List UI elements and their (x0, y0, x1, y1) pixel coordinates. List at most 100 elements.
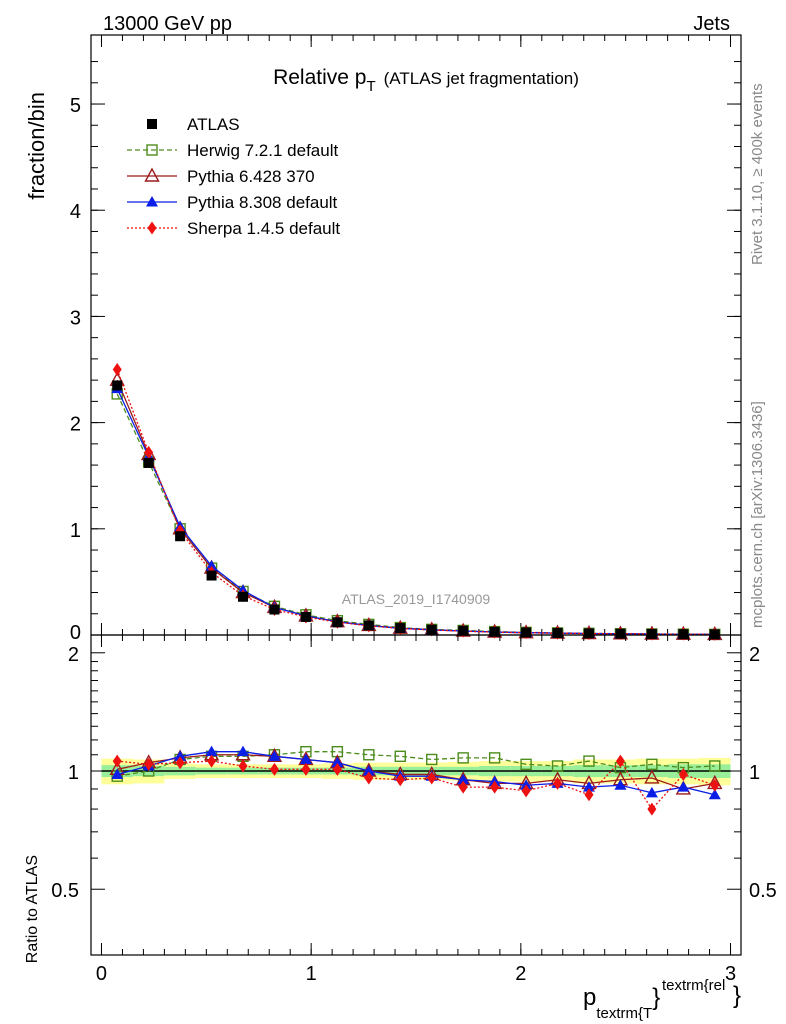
ratio-point (394, 750, 406, 763)
ratio-point (111, 768, 124, 779)
plot-title: Relative pT (ATLAS jet fragmentation) (273, 66, 579, 95)
ratio-ylabel: Ratio to ATLAS (24, 855, 41, 963)
ratio-point (144, 757, 154, 771)
ratio-point (521, 784, 531, 798)
data-point (395, 623, 406, 634)
rivet-label: Rivet 3.1.10, ≥ 400k events (749, 83, 766, 265)
ratio-y-tick-label: 2 (68, 644, 79, 666)
x-tick-label: 2 (515, 963, 526, 985)
x-tick-label: 1 (306, 963, 317, 985)
legend-item-sherpa-1-4-5-default: Sherpa 1.4.5 default (127, 219, 340, 238)
ratio-point (332, 762, 342, 776)
data-point (112, 363, 122, 377)
ratio-point (175, 756, 185, 770)
ratio-point (269, 762, 279, 776)
x-axis-label-sup: textrm{rel (662, 977, 725, 994)
ratio-point (301, 762, 311, 776)
legend-item-atlas: ATLAS (147, 115, 240, 134)
ratio-point (708, 788, 721, 800)
data-point (363, 620, 374, 631)
data-point (646, 628, 657, 639)
ratio-panel: 0 1 2 3 0.5 0.5 1 1 2 2 (51, 634, 777, 985)
ratio-point (677, 781, 690, 792)
title-rest: (ATLAS jet fragmentation) (384, 69, 579, 88)
ratio-y-tick-label: 0.5 (51, 880, 79, 902)
ratio-point (364, 771, 374, 785)
data-point (709, 629, 720, 640)
legend-marker (147, 119, 157, 129)
legend: ATLAS Herwig 7.2.1 default Pythia 6.428 37… (127, 115, 340, 238)
ratio-point (268, 750, 281, 761)
ratio-point (457, 752, 469, 764)
ratio-point (112, 754, 122, 768)
ratio-point (645, 786, 658, 798)
ratio-point (615, 754, 625, 768)
main-y-tick-label: 5 (70, 95, 81, 117)
ratio-point (207, 754, 217, 768)
ratio-y-tick-label-right: 2 (749, 644, 760, 666)
main-y-tick-label: 1 (70, 520, 81, 542)
x-axis-label-sup-close: } (733, 982, 741, 1009)
legend-item-pythia-6-428-370: Pythia 6.428 370 (127, 167, 315, 186)
ratio-point (614, 779, 627, 790)
x-axis-label-close: } (652, 984, 660, 1011)
ratio-point (520, 758, 532, 771)
legend-label: ATLAS (187, 115, 240, 134)
ratio-series-sherpa-1-4-5-default (112, 754, 720, 816)
series-line (116, 369, 715, 636)
data-point (552, 627, 563, 638)
title-main: Relative p (273, 66, 366, 89)
data-point (583, 628, 594, 639)
ratio-point (299, 753, 312, 764)
data-point (300, 611, 311, 622)
ratio-line (117, 754, 715, 790)
ratio-point (205, 745, 218, 757)
ratio-point (551, 760, 564, 772)
ratio-point (646, 758, 658, 771)
main-y-tick-label: 3 (70, 307, 81, 329)
data-point (175, 531, 186, 542)
ratio-y-tick-label-right: 0.5 (749, 880, 777, 902)
data-point (112, 380, 123, 391)
legend-marker (146, 144, 158, 156)
x-tick-label: 3 (725, 963, 736, 985)
ratio-point (237, 745, 250, 757)
data-point (521, 627, 532, 638)
legend-label: Pythia 6.428 370 (187, 167, 315, 186)
legend-label: Pythia 8.308 default (187, 193, 338, 212)
data-point (615, 628, 626, 639)
analysis-watermark: ATLAS_2019_I1740909 (342, 591, 491, 607)
ratio-point (488, 752, 501, 764)
data-point (144, 445, 154, 459)
legend-label: Sherpa 1.4.5 default (187, 219, 340, 238)
data-point (269, 604, 280, 615)
ratio-y-tick-label-right: 1 (749, 762, 760, 784)
ratio-point (426, 753, 438, 766)
ratio-point (647, 802, 657, 816)
ratio-point (427, 771, 437, 785)
jets-label: Jets (693, 13, 730, 35)
ratio-point (458, 780, 468, 794)
legend-marker (144, 167, 160, 182)
series-atlas (112, 380, 720, 640)
data-point (332, 617, 343, 628)
data-point (206, 570, 217, 581)
main-ylabel: fraction/bin (24, 92, 49, 200)
ratio-point (331, 756, 344, 768)
ratio-point (709, 760, 721, 772)
data-point (489, 626, 500, 637)
ratio-point (490, 780, 500, 794)
ratio-point (363, 749, 375, 761)
x-axis-label: ptextrm{T} textrm{rel } (583, 977, 741, 1022)
ratio-point (457, 773, 470, 785)
ratio-point (583, 755, 595, 767)
legend-marker (147, 221, 157, 235)
legend-item-herwig-7-2-1-default: Herwig 7.2.1 default (127, 141, 338, 160)
data-point (205, 559, 218, 571)
main-y-tick-label: 0 (70, 622, 81, 644)
ratio-line (117, 760, 716, 811)
ratio-y-tick-label: 1 (68, 762, 79, 784)
data-point (426, 624, 437, 635)
title-sub: T (366, 78, 375, 95)
